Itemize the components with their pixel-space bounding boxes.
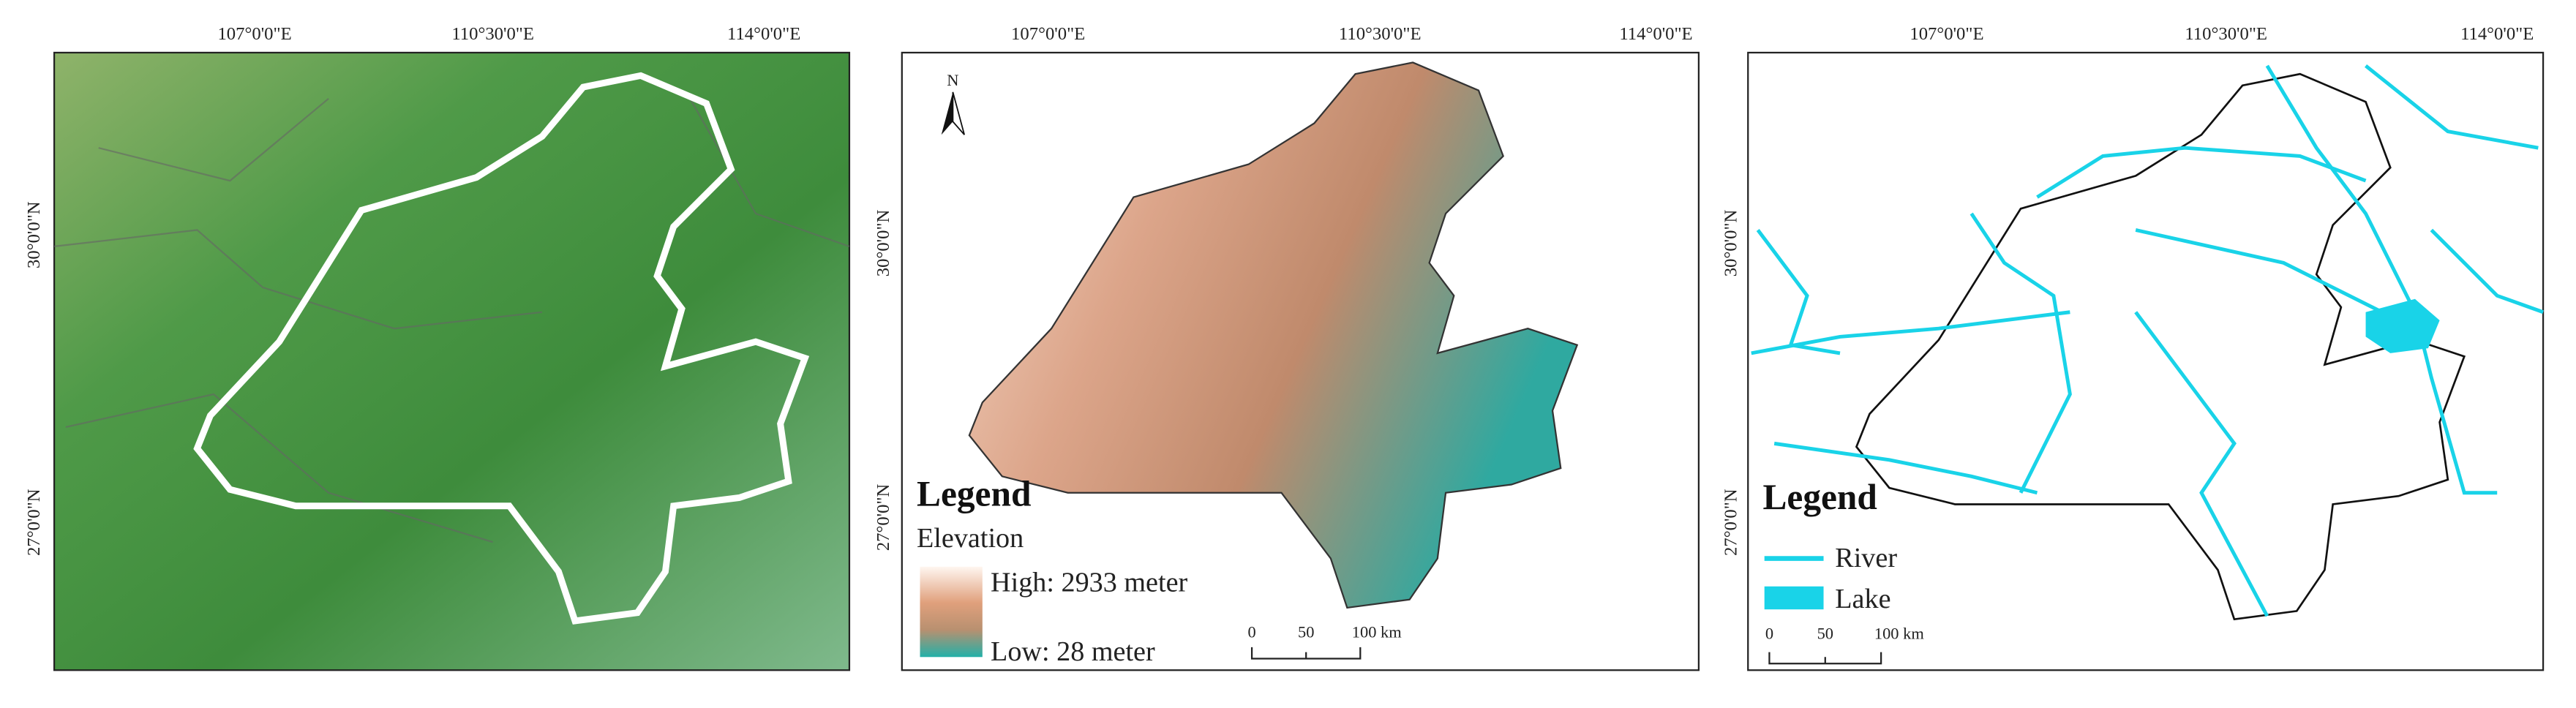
north-arrow [952,91,965,135]
left-tick: 30°0'0"N [1721,209,1741,276]
scale-label: 0 [1765,625,1773,643]
elevation-ramp [920,566,983,658]
legend-lake: Lake [1835,584,1890,614]
top-tick: 110°30'0"E [451,24,534,44]
roads [53,97,850,543]
left-tick: 27°0'0"N [874,483,893,551]
top-tick: 110°30'0"E [2185,24,2267,44]
north-label: N [947,71,958,89]
river [2430,228,2544,315]
top-tick: 107°0'0"E [217,24,291,44]
left-tick: 30°0'0"N [24,201,44,268]
top-tick: 107°0'0"E [1910,24,1983,44]
terrain-map [53,51,851,671]
top-tick: 110°30'0"E [1339,24,1422,44]
top-tick: 107°0'0"E [1011,24,1085,44]
top-tick: 114°0'0"E [727,24,800,44]
legend-title: Legend [1762,477,1877,517]
left-tick: 27°0'0"N [24,489,44,556]
panel-3: 107°0'0"E 110°30'0"E 114°0'0"E 30°0'0"N … [1721,24,2545,671]
legend-subtitle: Elevation [917,523,1024,554]
top-tick: 114°0'0"E [2460,24,2534,44]
river [2134,311,2269,617]
scale-label: 50 [1298,622,1314,641]
left-tick: 27°0'0"N [1721,489,1741,556]
scale-label: 100 km [1352,622,1402,641]
river [1969,212,2072,494]
legend-title: Legend [917,474,1031,514]
lake-swatch [1764,586,1824,610]
river [1773,441,2038,495]
river [2365,64,2539,150]
rivers [1751,64,2544,617]
scale-label: 100 km [1874,625,1924,643]
legend-high: High: 2933 meter [991,567,1187,598]
scale-bar [1768,652,1882,665]
panel-1: 107°0'0"E 110°30'0"E 114°0'0"E 30°0'0"N … [24,24,851,671]
top-tick: 114°0'0"E [1619,24,1692,44]
river [2036,146,2367,199]
panel-2: 107°0'0"E 110°30'0"E 114°0'0"E 30°0'0"N … [874,24,1700,671]
scale-bar [1250,647,1362,660]
scale-label: 50 [1817,625,1833,643]
panel-frame [1747,51,2545,671]
lake [2365,298,2440,353]
scale-label: 0 [1247,622,1255,641]
river [1751,310,2070,355]
legend-low: Low: 28 meter [991,636,1155,667]
left-tick: 30°0'0"N [874,209,893,276]
legend-river: River [1835,543,1897,573]
river [1756,228,1841,355]
